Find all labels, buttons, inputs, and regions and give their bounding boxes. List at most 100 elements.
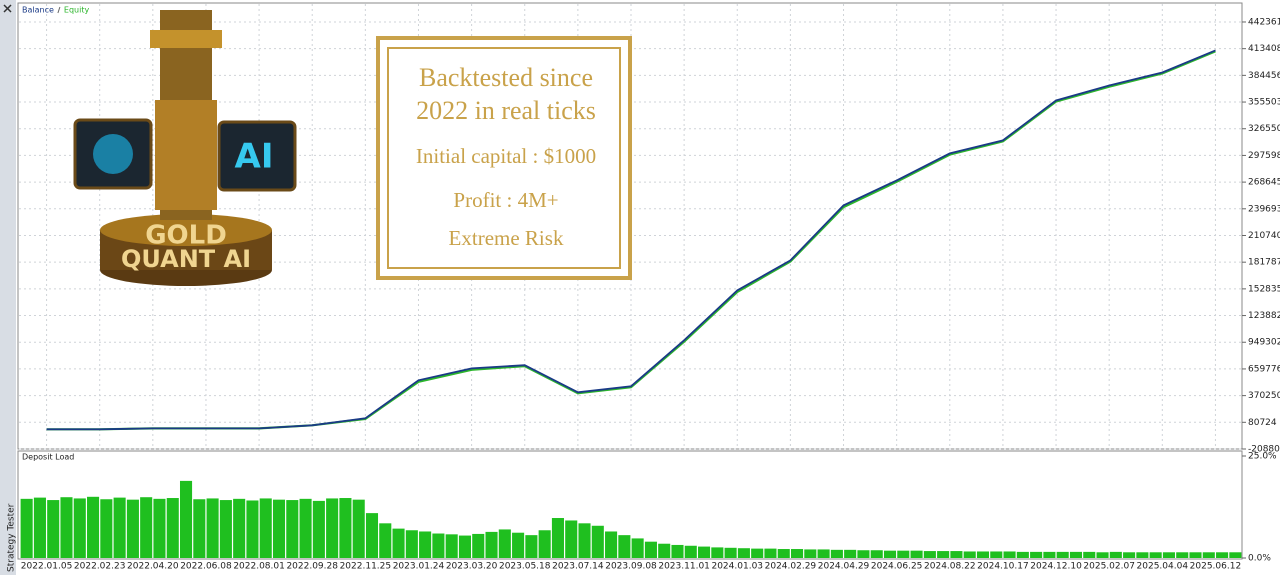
bar (1016, 551, 1029, 558)
bar (233, 498, 246, 558)
bar (711, 547, 724, 558)
bar (990, 551, 1003, 558)
bar (365, 513, 379, 558)
promo-text: Initial capital : $1000 (416, 144, 596, 168)
legend-entry: Balance (22, 6, 54, 15)
bar (671, 544, 684, 558)
x-tick-label: 2023.05.18 (499, 562, 551, 572)
x-tick-label: 2025.06.12 (1190, 562, 1242, 572)
promo-box (376, 36, 632, 280)
bar (166, 498, 179, 558)
bar (1136, 552, 1149, 558)
y-tick-label: 659776 (1248, 364, 1280, 374)
bar (684, 545, 697, 558)
bar (272, 499, 286, 558)
y-tick-label: 370250 (1248, 391, 1280, 401)
close-button[interactable] (3, 4, 12, 13)
bar (326, 498, 339, 558)
bar (963, 551, 976, 558)
bar (605, 531, 618, 558)
bar (445, 534, 458, 558)
x-tick-label: 2022.11.25 (340, 562, 392, 572)
x-tick-label: 2023.07.14 (552, 562, 604, 572)
x-tick-label: 2022.08.01 (233, 562, 285, 572)
side-panel (0, 0, 16, 575)
promo-text: 2022 in real ticks (416, 96, 596, 125)
bar (790, 549, 804, 558)
bar (737, 548, 750, 558)
bar (618, 535, 631, 558)
bar (113, 497, 126, 558)
y-tick-label: 4423612 (1248, 17, 1280, 27)
promo-text: Backtested since (419, 63, 593, 92)
bar (458, 535, 472, 558)
y-tick-label: 2107405 (1248, 231, 1280, 241)
bar (498, 529, 511, 558)
bar (631, 538, 644, 558)
x-tick-label: 2022.06.08 (180, 562, 232, 572)
bar (1043, 551, 1056, 558)
bar (47, 500, 60, 558)
x-tick-label: 2024.04.29 (818, 562, 870, 572)
x-tick-label: 2024.08.22 (924, 562, 976, 572)
bar (1096, 552, 1109, 558)
bar (352, 499, 365, 558)
bar (20, 498, 33, 558)
y-tick-label: 2975983 (1248, 151, 1280, 161)
bar (60, 497, 73, 558)
y-tick-label: 80724 (1248, 418, 1277, 428)
bar (1123, 552, 1136, 558)
bar (764, 548, 777, 558)
bar (259, 498, 272, 558)
bar (644, 541, 657, 558)
x-tick-label: 2022.04.20 (127, 562, 179, 572)
bar (126, 499, 139, 558)
y-tick-label: 1528353 (1248, 284, 1280, 294)
y-tick-label: 2686457 (1248, 178, 1280, 188)
x-tick-label: 2025.04.04 (1137, 562, 1189, 572)
series-line (46, 49, 1216, 431)
bar (1162, 552, 1175, 558)
bar (883, 550, 897, 558)
bar (976, 551, 990, 558)
bar (1149, 552, 1162, 558)
bar (1069, 551, 1083, 558)
bar (140, 497, 153, 558)
bar (33, 497, 46, 558)
bar (472, 533, 485, 558)
x-tick-label: 2023.01.24 (393, 562, 445, 572)
chart-title: Deposit Load (22, 453, 74, 462)
bar (1176, 552, 1189, 558)
bar (538, 530, 551, 558)
bar (551, 518, 564, 558)
bar (1202, 552, 1215, 558)
y-tick-label: 0.0% (1248, 554, 1271, 564)
bar (857, 550, 870, 558)
y-tick-label: -208801 (1248, 445, 1280, 455)
bar (1109, 551, 1122, 558)
x-tick-label: 2023.11.01 (658, 562, 710, 572)
bar (1229, 552, 1242, 558)
side-label: Strategy Tester (7, 503, 17, 572)
x-tick-label: 2023.03.20 (446, 562, 498, 572)
bar (525, 535, 538, 558)
bar (817, 549, 830, 558)
bar (193, 499, 206, 558)
bar (1030, 551, 1043, 558)
bar (844, 549, 857, 558)
bar (100, 499, 113, 558)
x-tick-label: 2025.02.07 (1083, 562, 1135, 572)
x-tick-label: 2024.02.29 (765, 562, 817, 572)
logo-text: QUANT AI (121, 245, 251, 273)
bar (432, 533, 445, 558)
bar (1083, 551, 1096, 558)
y-tick-label: 3844560 (1248, 71, 1280, 81)
bar (392, 528, 405, 558)
bar (1056, 551, 1069, 558)
bar (658, 543, 671, 558)
x-tick-label: 2022.02.23 (74, 562, 126, 572)
logo-text: GOLD (145, 221, 227, 251)
bar (937, 551, 950, 558)
bar (73, 498, 86, 558)
